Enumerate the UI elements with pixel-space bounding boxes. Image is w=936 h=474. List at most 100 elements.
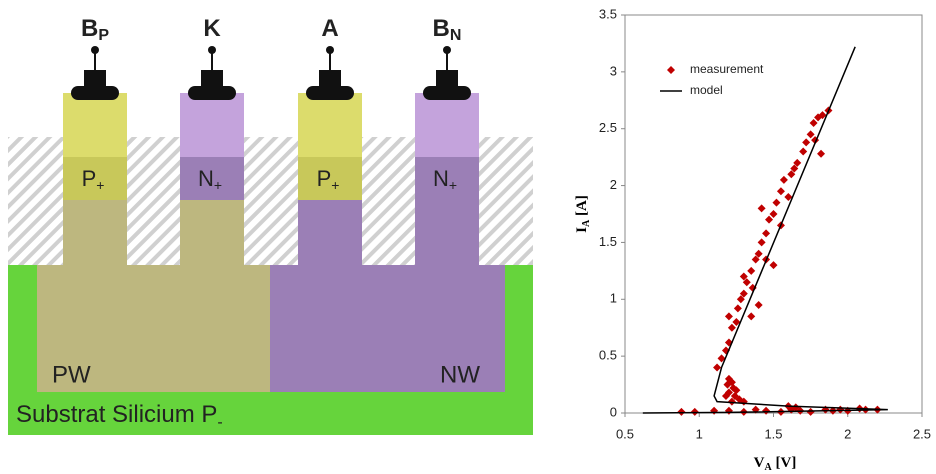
x-tick-label: 2.5 (913, 426, 931, 441)
terminal-sub: P (98, 27, 109, 44)
point (769, 210, 778, 218)
substrate-label: Substrat Silicium P- (16, 401, 223, 431)
pin-dot (91, 46, 99, 54)
point (779, 175, 788, 184)
region-label: N+ (433, 166, 457, 193)
y-tick-label: 0.5 (599, 348, 617, 363)
point (790, 164, 799, 173)
point (791, 403, 800, 412)
point (721, 391, 730, 400)
legend-swatch (667, 66, 675, 74)
point (802, 138, 811, 147)
point (787, 170, 796, 179)
legend-label: measurement (690, 62, 764, 76)
region-sub: + (96, 177, 104, 193)
point (754, 249, 763, 258)
diffusion (415, 157, 479, 265)
point (732, 386, 741, 395)
point (762, 229, 771, 238)
terminal-label: BN (433, 15, 462, 44)
contact (71, 86, 119, 100)
x-axis-title: VA [V] (754, 455, 797, 473)
x-tick-label: 0.5 (616, 426, 634, 441)
point (757, 204, 766, 213)
region-label: P+ (82, 166, 105, 193)
terminal-label: BP (81, 15, 109, 44)
terminal-main: A (321, 15, 338, 42)
region-main: N (433, 166, 449, 191)
point (723, 380, 732, 389)
point (818, 111, 827, 120)
point (769, 261, 778, 270)
point (757, 238, 766, 247)
y-title-main: I (574, 227, 590, 233)
contact-fill (415, 93, 479, 157)
point (710, 406, 719, 415)
p-well (63, 200, 127, 265)
x-tick-label: 1.5 (764, 426, 782, 441)
point (751, 255, 760, 264)
x-title-main: V (754, 455, 765, 471)
diffusion (298, 157, 362, 200)
terminal-main: K (203, 15, 221, 42)
x-title-sub: A (765, 462, 773, 473)
x-title-unit: [V] (772, 455, 797, 471)
y-tick-label: 0 (610, 404, 617, 419)
contact-fill (298, 93, 362, 157)
point (727, 397, 736, 406)
point (754, 300, 763, 309)
point (793, 158, 802, 167)
point (724, 312, 733, 321)
region-main: P (317, 166, 332, 191)
region-sub: + (214, 177, 222, 193)
point (799, 147, 808, 156)
point (762, 406, 771, 415)
substrate-sub: - (217, 414, 222, 431)
y-tick-label: 2 (610, 177, 617, 192)
point (736, 295, 745, 304)
point (717, 354, 726, 363)
region-sub: + (331, 177, 339, 193)
contact (84, 70, 106, 88)
point (739, 289, 748, 298)
point (806, 407, 815, 416)
cross-section (8, 93, 533, 435)
point (733, 304, 742, 313)
point (836, 405, 845, 414)
point (739, 272, 748, 281)
point (713, 363, 722, 372)
diffusion (180, 157, 244, 200)
diffusion (63, 157, 127, 200)
y-tick-label: 3 (610, 63, 617, 78)
n-well (298, 200, 362, 265)
contact (423, 86, 471, 100)
pw-label: PW (52, 361, 91, 388)
contact (319, 70, 341, 88)
y-title-sub: A (581, 219, 592, 227)
nw-label: NW (440, 361, 480, 388)
contact-fill (63, 93, 127, 157)
terminal-main: B (81, 15, 98, 42)
terminal-main: B (433, 15, 450, 42)
region-label: N+ (198, 166, 222, 193)
point (776, 187, 785, 196)
point (784, 192, 793, 201)
x-tick-label: 1 (696, 426, 703, 441)
y-axis-title: IA [A] (574, 195, 592, 233)
terminal-label: A (321, 15, 338, 42)
y-tick-label: 3.5 (599, 6, 617, 21)
p-well (37, 265, 270, 392)
contact (201, 70, 223, 88)
contact (188, 86, 236, 100)
substrate-text: Substrat Silicium P (16, 401, 217, 428)
point (727, 323, 736, 332)
region-sub: + (449, 177, 457, 193)
point (732, 318, 741, 327)
p-well (180, 200, 244, 265)
point (747, 266, 756, 275)
contacts: BPP+KN+AP+BNN+ (71, 15, 471, 193)
point (742, 278, 751, 287)
y-tick-label: 1.5 (599, 234, 617, 249)
point (690, 407, 699, 416)
